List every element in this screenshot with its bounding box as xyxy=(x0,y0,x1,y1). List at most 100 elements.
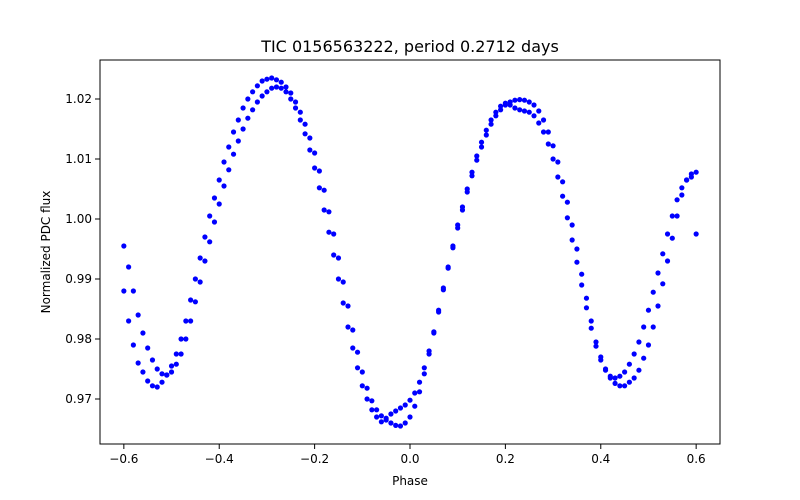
data-point xyxy=(183,318,189,324)
data-point xyxy=(230,151,237,157)
data-point xyxy=(383,415,389,421)
data-point xyxy=(579,282,585,288)
data-point xyxy=(612,380,618,386)
data-point xyxy=(369,398,375,404)
data-point xyxy=(245,96,251,102)
data-point xyxy=(312,150,318,156)
data-point xyxy=(264,76,270,82)
data-point xyxy=(593,339,599,345)
data-point xyxy=(378,413,384,419)
data-point xyxy=(569,237,575,243)
data-point xyxy=(335,255,342,261)
data-point xyxy=(168,363,175,369)
data-point xyxy=(240,105,246,111)
data-point xyxy=(450,243,456,249)
data-point xyxy=(312,165,318,171)
data-point xyxy=(421,365,427,371)
data-point xyxy=(307,135,313,141)
data-point xyxy=(426,348,432,354)
data-point xyxy=(393,408,399,414)
data-point xyxy=(560,193,566,199)
data-point xyxy=(121,288,127,294)
data-point xyxy=(693,169,699,175)
chart-title: TIC 0156563222, period 0.2712 days xyxy=(260,37,559,56)
data-point xyxy=(641,355,647,361)
data-point xyxy=(130,342,136,348)
data-point xyxy=(650,289,656,295)
data-point xyxy=(464,186,470,192)
data-point xyxy=(555,174,561,180)
x-tick-label: −0.6 xyxy=(109,452,138,466)
data-point xyxy=(221,159,227,165)
data-point xyxy=(674,213,680,219)
data-point xyxy=(407,414,413,420)
data-point xyxy=(202,234,208,240)
data-point xyxy=(493,113,499,119)
data-point xyxy=(245,115,251,121)
data-point xyxy=(674,197,680,203)
data-point xyxy=(197,279,203,285)
data-point xyxy=(374,414,380,420)
data-point xyxy=(140,330,146,336)
x-axis-ticks: −0.6 −0.4 −0.2 0.0 0.2 0.4 0.6 xyxy=(109,444,706,466)
data-point xyxy=(650,324,656,330)
y-tick-label: 0.97 xyxy=(65,392,92,406)
data-point xyxy=(512,105,518,111)
data-point xyxy=(402,420,408,426)
data-point xyxy=(254,99,260,105)
data-point xyxy=(326,229,332,235)
data-point xyxy=(183,336,189,342)
data-point xyxy=(488,121,494,127)
data-point xyxy=(431,329,437,335)
data-point xyxy=(555,159,561,165)
data-point xyxy=(188,297,194,303)
data-point xyxy=(340,279,346,285)
data-point xyxy=(669,213,675,219)
data-point xyxy=(369,407,375,413)
data-point xyxy=(140,369,146,375)
data-point xyxy=(526,99,532,105)
data-point xyxy=(221,183,227,189)
data-point xyxy=(188,318,194,324)
data-point xyxy=(254,83,260,89)
data-point xyxy=(483,127,489,133)
data-point xyxy=(517,97,523,103)
data-point xyxy=(397,423,404,429)
data-point xyxy=(550,143,556,149)
data-point xyxy=(235,117,241,123)
data-point xyxy=(211,195,218,201)
data-point xyxy=(483,132,489,138)
x-tick-label: 0.4 xyxy=(591,452,610,466)
data-point xyxy=(564,215,570,221)
x-tick-label: 0.0 xyxy=(400,452,419,466)
data-point xyxy=(469,169,475,175)
data-point xyxy=(412,390,418,396)
data-point xyxy=(412,403,418,409)
data-point xyxy=(631,375,637,381)
data-point xyxy=(617,383,623,389)
data-point xyxy=(388,411,394,417)
data-point xyxy=(416,379,423,385)
data-point xyxy=(655,303,661,309)
data-point xyxy=(569,222,575,228)
data-point xyxy=(684,177,690,183)
data-point xyxy=(526,109,532,115)
data-point xyxy=(340,300,346,306)
data-point xyxy=(192,299,198,305)
y-tick-label: 1.02 xyxy=(65,92,92,106)
data-point xyxy=(588,325,594,331)
data-point xyxy=(560,179,566,185)
data-point xyxy=(292,105,299,111)
x-tick-label: −0.4 xyxy=(205,452,234,466)
data-point xyxy=(126,318,132,324)
data-point xyxy=(636,339,642,345)
data-point xyxy=(350,327,356,333)
data-point xyxy=(607,373,613,379)
data-point xyxy=(445,264,451,270)
data-point xyxy=(641,324,647,330)
data-point xyxy=(521,108,528,114)
data-point xyxy=(354,365,361,371)
data-point xyxy=(126,264,132,270)
data-point xyxy=(269,75,275,81)
data-point xyxy=(488,117,494,123)
